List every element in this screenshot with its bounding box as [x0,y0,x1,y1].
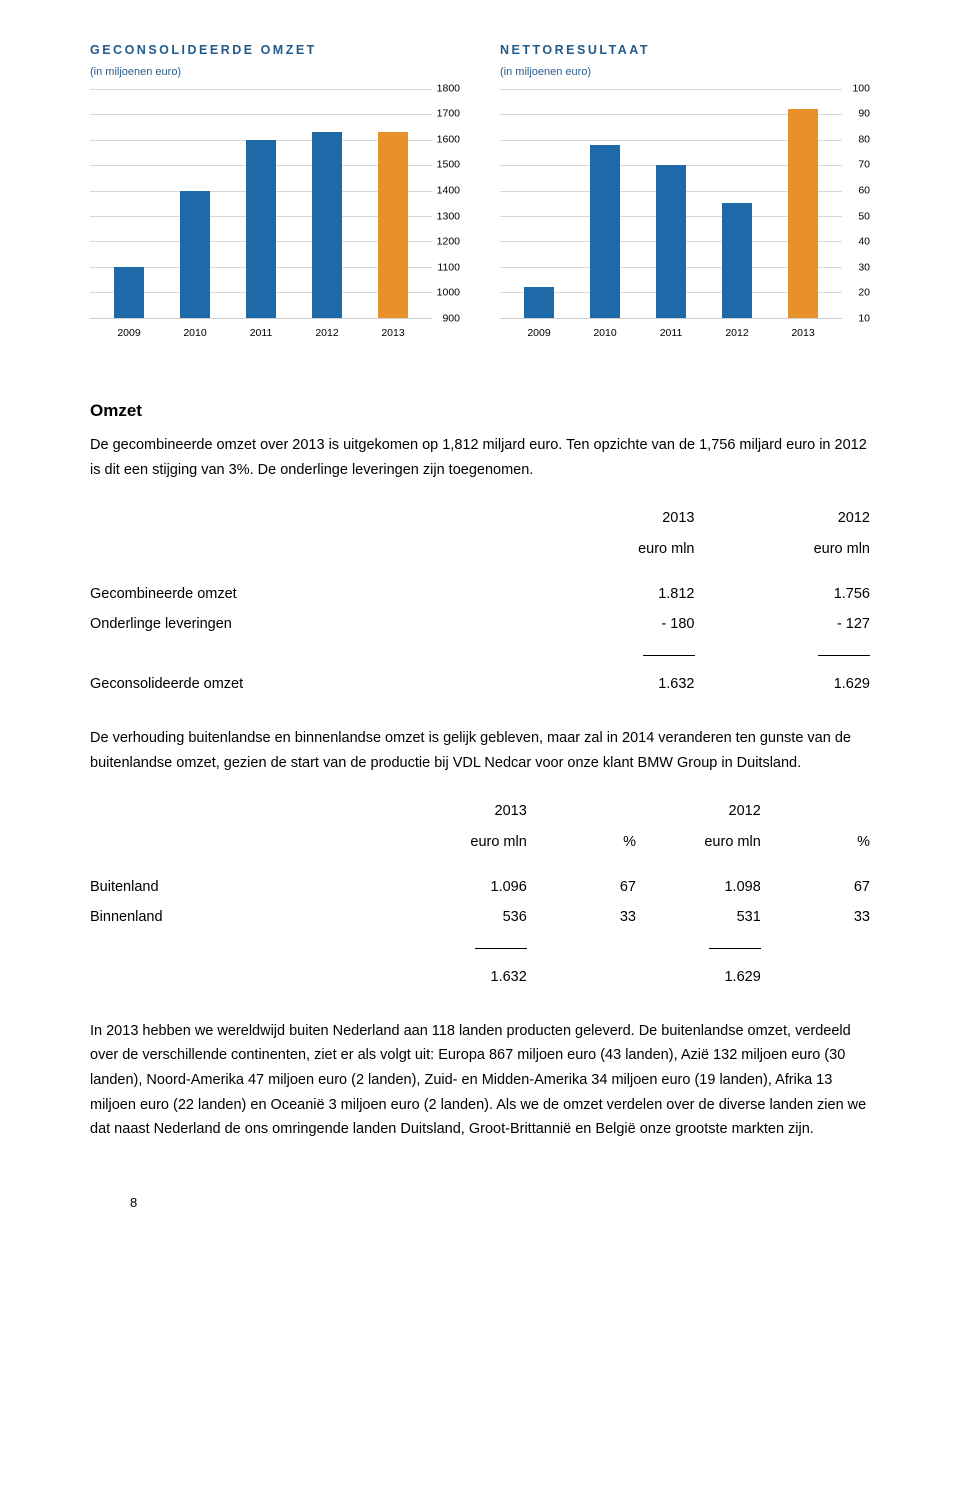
ytick: 10 [858,310,870,327]
t2-h4 [761,797,870,828]
t1-s0 [90,535,519,566]
ytick: 1400 [437,182,460,199]
ytick: 60 [858,182,870,199]
table-cell: 1.812 [519,580,695,610]
xtick: 2013 [378,325,408,342]
xtick: 2011 [246,325,276,342]
xtick: 2013 [788,325,818,342]
table-cell: Gecombineerde omzet [90,580,519,610]
table-cell: Onderlinge leveringen [90,610,519,640]
xtick: 2012 [722,325,752,342]
table-cell: 33 [527,903,636,933]
bar [590,145,620,318]
paragraph-verhouding: De verhouding buitenlandse en binnenland… [90,726,870,775]
xtick: 2009 [524,325,554,342]
t1-s1: euro mln [519,535,695,566]
t1-s2: euro mln [695,535,871,566]
charts-row: GECONSOLIDEERDE OMZET (in miljoenen euro… [90,40,870,342]
chart1-title: GECONSOLIDEERDE OMZET [90,40,460,61]
table-cell: 1.756 [695,580,871,610]
bar [656,165,686,318]
section-heading-omzet: Omzet [90,397,870,425]
xtick: 2011 [656,325,686,342]
t1-h0 [90,504,519,535]
bar [180,191,210,318]
table-buitenland-binnenland: 2013 2012 euro mln % euro mln % Buitenla… [90,797,870,993]
ytick: 30 [858,259,870,276]
ytick: 20 [858,285,870,302]
ytick: 90 [858,106,870,123]
t2-h3: 2012 [636,797,761,828]
bar [524,287,554,318]
table-cell: - 180 [519,610,695,640]
chart2-title: NETTORESULTAAT [500,40,870,61]
table-omzet-breakdown: 2013 2012 euro mln euro mln Gecombineerd… [90,504,870,700]
ytick: 1300 [437,208,460,225]
ytick: 70 [858,157,870,174]
ytick: 1100 [437,259,460,276]
table-cell: 1.096 [402,873,527,903]
bar [312,132,342,318]
ytick: 1500 [437,157,460,174]
t1-h1: 2013 [519,504,695,535]
table-cell: 1.098 [636,873,761,903]
page-footer: 8 [90,1192,870,1222]
ytick: 900 [442,310,460,327]
table-total-cell: 1.629 [636,963,761,993]
chart-nettoresultaat: NETTORESULTAAT (in miljoenen euro) 10 20 3… [500,40,870,342]
t1-h2: 2012 [695,504,871,535]
bar [788,109,818,318]
table-cell: 531 [636,903,761,933]
ytick: 40 [858,233,870,250]
bar [114,267,144,318]
table-cell: - 127 [695,610,871,640]
table-total-cell [90,963,402,993]
t2-s3: euro mln [636,828,761,859]
page-number: 8 [130,1192,137,1213]
table-cell: 33 [761,903,870,933]
ytick: 80 [858,131,870,148]
chart1-subtitle: (in miljoenen euro) [90,63,460,81]
table-cell: 536 [402,903,527,933]
t2-s1: euro mln [402,828,527,859]
ytick: 1800 [437,80,460,97]
t2-h1: 2013 [402,797,527,828]
table-total-cell: Geconsolideerde omzet [90,670,519,700]
ytick: 1200 [437,233,460,250]
table-total-cell: 1.629 [695,670,871,700]
ytick: 100 [852,80,870,97]
bar [722,203,752,318]
table-cell: 67 [527,873,636,903]
bar [246,140,276,318]
xtick: 2010 [590,325,620,342]
t2-s0 [90,828,402,859]
table-cell: 67 [761,873,870,903]
chart-omzet: GECONSOLIDEERDE OMZET (in miljoenen euro… [90,40,460,342]
t2-s2: % [527,828,636,859]
table-cell: Buitenland [90,873,402,903]
ytick: 50 [858,208,870,225]
bar [378,132,408,318]
t2-h0 [90,797,402,828]
ytick: 1600 [437,131,460,148]
omzet-paragraph: De gecombineerde omzet over 2013 is uitg… [90,433,870,482]
xtick: 2009 [114,325,144,342]
chart2-subtitle: (in miljoenen euro) [500,63,870,81]
ytick: 1000 [437,285,460,302]
table-total-cell: 1.632 [519,670,695,700]
table-total-cell: 1.632 [402,963,527,993]
table-total-cell [527,963,636,993]
table-total-cell [761,963,870,993]
table-cell: Binnenland [90,903,402,933]
paragraph-landen: In 2013 hebben we wereldwijd buiten Nede… [90,1019,870,1142]
t2-h2 [527,797,636,828]
t2-s4: % [761,828,870,859]
ytick: 1700 [437,106,460,123]
xtick: 2012 [312,325,342,342]
xtick: 2010 [180,325,210,342]
